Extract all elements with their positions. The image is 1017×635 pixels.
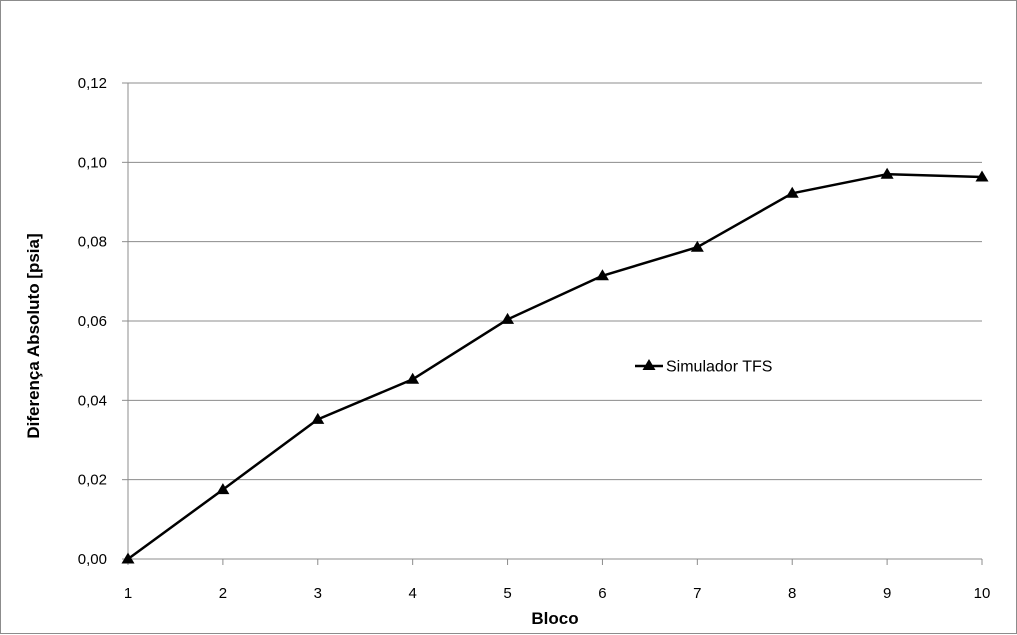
x-tick-label: 5 xyxy=(503,585,511,602)
gridlines xyxy=(128,82,982,481)
y-tick-label: 0,04 xyxy=(78,392,107,409)
data-point-marker xyxy=(595,269,609,281)
data-point-marker xyxy=(690,240,704,252)
series-layer xyxy=(121,167,989,564)
y-tick-label: 0,12 xyxy=(78,75,107,92)
tick-labels: 0,00 0,02 0,04 0,06 0,08 0,10 0,12 1 2 3 4 5 6 7 8 9 10 xyxy=(78,75,991,602)
x-tick-label: 10 xyxy=(974,585,991,602)
data-point-marker xyxy=(216,483,230,495)
data-point-marker xyxy=(406,372,420,384)
axes xyxy=(122,82,983,565)
x-tick-label: 7 xyxy=(693,585,701,602)
x-tick-label: 1 xyxy=(124,585,132,602)
x-tick-label: 8 xyxy=(788,585,796,602)
x-tick-label: 4 xyxy=(408,585,416,602)
data-point-marker xyxy=(975,170,989,182)
y-tick-label: 0,10 xyxy=(78,154,107,171)
data-point-marker xyxy=(501,312,515,324)
y-tick-label: 0,08 xyxy=(78,234,107,251)
legend: Simulador TFS xyxy=(635,359,772,376)
data-point-marker xyxy=(880,167,894,179)
data-point-marker xyxy=(785,186,799,198)
data-point-marker xyxy=(121,552,135,564)
data-point-marker xyxy=(311,412,325,424)
y-tick-label: 0,00 xyxy=(78,551,107,568)
y-tick-label: 0,02 xyxy=(78,472,107,489)
x-tick-label: 2 xyxy=(219,585,227,602)
y-tick-label: 0,06 xyxy=(78,313,107,330)
legend-triangle-marker xyxy=(642,359,656,370)
legend-label: Simulador TFS xyxy=(666,359,772,376)
x-axis-title: Bloco xyxy=(531,609,578,628)
y-axis-title: Diferença Absoluto [psia] xyxy=(24,233,43,438)
x-tick-label: 3 xyxy=(314,585,322,602)
x-tick-label: 6 xyxy=(598,585,606,602)
x-tick-label: 9 xyxy=(883,585,891,602)
series-line-simulador-tfs xyxy=(127,172,983,561)
